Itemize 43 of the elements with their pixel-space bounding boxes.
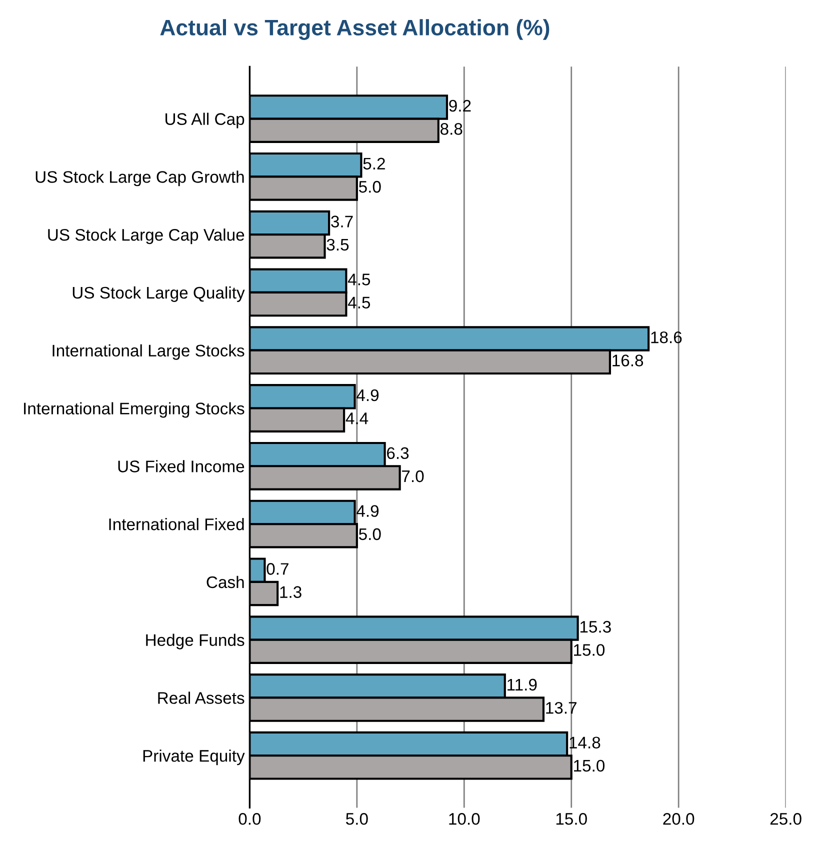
data-label: 18.6	[651, 331, 682, 344]
data-label: 4.4	[346, 412, 368, 424]
data-label: 4.5	[348, 274, 370, 286]
y-tick-label: Private Equity	[143, 750, 245, 766]
data-label: 0.7	[266, 563, 288, 575]
data-label: 15.0	[574, 644, 605, 656]
data-label: 15.0	[574, 760, 605, 772]
data-label: 15.3	[580, 620, 611, 633]
x-tick-label: 15.0	[556, 813, 587, 825]
x-tick-label: 10.0	[449, 813, 480, 825]
x-tick-label: 0.0	[238, 813, 261, 825]
y-tick-label: International Large Stocks	[52, 344, 244, 360]
y-tick-label: US Fixed Income	[118, 460, 244, 472]
data-label: 9.2	[449, 100, 471, 112]
x-tick-label: 5.0	[346, 813, 368, 825]
y-tick-label: International Emerging Stocks	[24, 402, 244, 418]
y-tick-label: International Fixed	[109, 518, 244, 530]
chart-title: Actual vs Target Asset Allocation (%)	[160, 19, 550, 40]
data-label: 4.5	[348, 296, 370, 309]
data-label: 8.8	[440, 123, 462, 135]
y-tick-label: US All Cap	[166, 112, 244, 128]
data-label: 5.0	[358, 528, 381, 540]
data-label: 3.5	[326, 238, 349, 251]
data-label: 4.9	[356, 505, 379, 517]
y-tick-label: US Stock Large Quality	[72, 286, 245, 302]
y-tick-label: US Stock Large Cap Growth	[36, 170, 244, 186]
data-label: 16.8	[612, 354, 644, 366]
x-tick-label: 20.0	[663, 813, 694, 825]
y-tick-label: US Stock Large Cap Value	[48, 228, 244, 244]
data-label: 6.3	[387, 447, 409, 460]
data-label: 3.7	[331, 216, 353, 228]
data-label: 5.0	[358, 180, 381, 193]
data-label: 4.9	[356, 389, 379, 402]
y-tick-label: Real Assets	[158, 692, 244, 704]
x-tick-label: 25.0	[770, 813, 802, 825]
data-label: 11.9	[508, 678, 537, 691]
data-label: 7.0	[402, 470, 424, 482]
data-label: 13.7	[546, 702, 576, 714]
y-tick-label: Cash	[206, 576, 244, 588]
data-label: 14.8	[570, 736, 600, 748]
y-tick-label: Hedge Funds	[146, 634, 244, 650]
data-label: 5.2	[363, 158, 385, 170]
data-label: 1.3	[280, 586, 302, 598]
